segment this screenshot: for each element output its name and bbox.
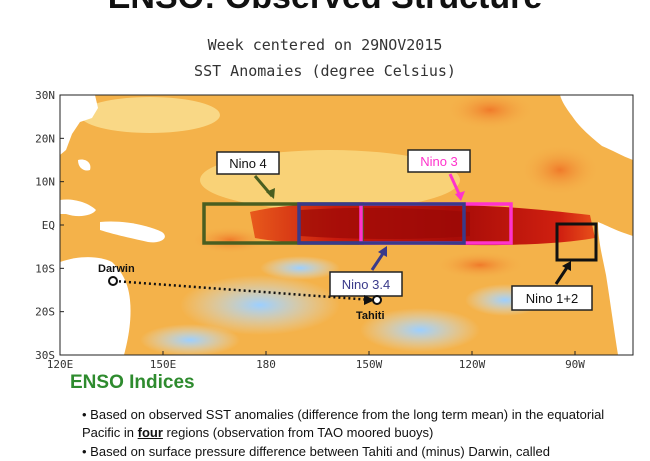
bullet2-text: Based on surface pressure difference bet…	[90, 444, 550, 459]
bullet-sst-anomalies: • Based on observed SST anomalies (diffe…	[82, 406, 642, 442]
map-title-date: Week centered on 29NOV2015	[207, 36, 443, 54]
latitude-tick-label: 10N	[35, 176, 55, 189]
cool-anomaly-area	[140, 324, 240, 355]
land-new-guinea	[100, 221, 165, 243]
latitude-axis: 30N 20N 10N EQ 10S 20S 30S	[35, 89, 64, 362]
latitude-tick-label: EQ	[42, 219, 55, 232]
nino12-label: Nino 1+2	[526, 291, 578, 306]
longitude-tick-label: 150W	[356, 358, 383, 371]
darwin-tahiti-line	[113, 279, 373, 302]
tahiti-label: Tahiti	[356, 310, 385, 322]
nino34-label-box	[329, 271, 403, 297]
bullet-marker: •	[82, 444, 91, 459]
warm-anomaly-area	[445, 95, 535, 130]
slide-title: ENSO: Observed Structure	[0, 0, 650, 17]
nino3-arrow-head	[455, 191, 465, 201]
cool-anomaly-area	[260, 256, 340, 280]
bullet1-emphasis: four	[137, 425, 163, 440]
bullet1-text: Based on observed SST anomalies (differe…	[82, 407, 605, 440]
warm-anomaly-area	[190, 226, 270, 254]
map-title-variable: SST Anomaies (degree Celsius)	[194, 62, 456, 80]
nino34-region-box	[297, 202, 466, 245]
nino12-arrow	[554, 265, 570, 285]
land-south-america	[598, 222, 633, 355]
land-north-america	[560, 95, 633, 160]
nino4-label: Nino 4	[229, 156, 267, 171]
latitude-tick-label: 30N	[35, 89, 55, 102]
land-philippines	[78, 159, 91, 171]
latitude-tick-label: 20N	[35, 132, 55, 145]
el-nino-warm-core	[300, 207, 470, 239]
nino12-arrow-head	[562, 261, 571, 271]
tahiti-marker	[372, 295, 382, 305]
warm-anomaly-area	[435, 251, 525, 279]
land-asia	[60, 95, 98, 155]
bullet-marker: •	[82, 407, 91, 422]
longitude-axis: 120E 150E 180 150W 120W 90W	[47, 351, 585, 371]
longitude-tick-label: 180	[256, 358, 276, 371]
latitude-tick-label: 30S	[35, 349, 55, 362]
sst-anomaly-map: 30N 20N 10N EQ 10S 20S 30S 120E 150E 180 150W 120W…	[35, 89, 634, 371]
darwin-tahiti-arrow-head	[364, 295, 375, 305]
map-field	[60, 95, 633, 355]
bullet1-text-end: regions (observation from TAO moored buo…	[162, 425, 434, 440]
nino3-label-box	[407, 149, 471, 173]
darwin-label: Darwin	[98, 263, 135, 275]
cool-anomaly-area	[360, 308, 480, 352]
enso-indices-heading: ENSO Indices	[70, 372, 195, 393]
latitude-tick-label: 10S	[35, 262, 55, 275]
land-borneo	[60, 199, 96, 217]
nino3-label: Nino 3	[420, 154, 458, 169]
nino4-arrow-head	[266, 188, 275, 199]
warm-anomaly-area	[520, 144, 600, 196]
nino12-label-box	[511, 285, 593, 311]
nino4-label-box	[216, 151, 280, 175]
nino12-region-box	[555, 222, 598, 262]
nino34-arrow	[370, 251, 386, 271]
longitude-tick-label: 120W	[459, 358, 486, 371]
nino3-arrow	[448, 173, 462, 197]
longitude-tick-label: 90W	[565, 358, 585, 371]
pale-anomaly-area	[80, 97, 220, 133]
nino34-arrow-head	[378, 246, 387, 257]
longitude-tick-label: 120E	[47, 358, 74, 371]
darwin-marker	[108, 276, 118, 286]
longitude-tick-label: 150E	[150, 358, 177, 371]
latitude-tick-label: 20S	[35, 306, 55, 319]
bullet-pressure-difference: • Based on surface pressure difference b…	[82, 443, 642, 461]
nino34-label: Nino 3.4	[342, 277, 390, 292]
